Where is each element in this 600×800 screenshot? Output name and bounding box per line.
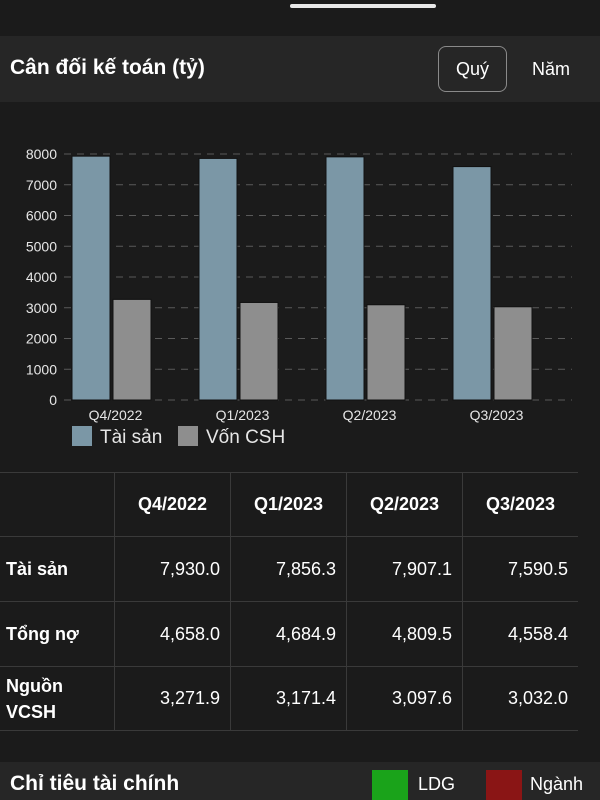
- table-corner: [0, 473, 114, 536]
- table-cell: 7,856.3: [230, 537, 346, 601]
- table-cell: 7,590.5: [462, 537, 578, 601]
- column-header: Q2/2023: [346, 473, 462, 536]
- table-cell: 4,558.4: [462, 602, 578, 666]
- section-title: Cân đối kế toán (tỷ): [10, 56, 205, 79]
- table-cell: 4,809.5: [346, 602, 462, 666]
- home-indicator: [290, 4, 436, 8]
- table-row: Tài sản 7,930.0 7,856.3 7,907.1 7,590.5: [0, 536, 578, 601]
- top-strip: [0, 0, 600, 36]
- bar-von-csh: [239, 301, 279, 401]
- period-quarter-button[interactable]: Quý: [438, 46, 507, 92]
- legend-label: Vốn CSH: [206, 427, 285, 448]
- row-label: Tổng nợ: [6, 624, 79, 644]
- row-label: Nguồn VCSH: [6, 675, 63, 722]
- x-tick-label: Q2/2023: [343, 407, 397, 423]
- table-cell: 3,171.4: [230, 667, 346, 730]
- legend-swatch: [178, 426, 198, 446]
- column-header: Q1/2023: [230, 473, 346, 536]
- legend-label-ldg: LDG: [418, 774, 456, 794]
- column-header: Q4/2022: [114, 473, 230, 536]
- bar-von-csh: [366, 304, 406, 401]
- x-tick-label: Q1/2023: [216, 407, 270, 423]
- legend-label-industry: Ngành: [530, 774, 584, 794]
- table-cell: 7,930.0: [114, 537, 230, 601]
- bar-tai-san: [325, 156, 365, 401]
- table-header-row: Q4/2022 Q1/2023 Q2/2023 Q3/2023: [0, 472, 578, 536]
- y-tick-label: 1000: [26, 361, 57, 377]
- balance-chart: 0 1000 2000 3000 4000 5000 6000 7000 8000 Q4/2022…: [0, 102, 600, 470]
- legend-swatch-industry: [486, 770, 522, 800]
- bar-tai-san: [198, 157, 238, 401]
- column-header: Q3/2023: [462, 473, 578, 536]
- bar-von-csh: [112, 298, 152, 401]
- y-tick-label: 5000: [26, 238, 57, 254]
- y-tick-label: 7000: [26, 177, 57, 193]
- x-tick-label: Q3/2023: [470, 407, 524, 423]
- y-tick-label: 2000: [26, 331, 57, 347]
- legend-swatch-ldg: [372, 770, 408, 800]
- y-tick-label: 8000: [26, 146, 57, 162]
- section-title: Chỉ tiêu tài chính: [10, 772, 180, 795]
- legend-swatch: [72, 426, 92, 446]
- balance-sheet-header: Cân đối kế toán (tỷ) Quý Năm: [0, 36, 600, 102]
- table-cell: 4,658.0: [114, 602, 230, 666]
- legend-label: Tài sản: [100, 427, 162, 448]
- table-row: Nguồn VCSH 3,271.9 3,171.4 3,097.6 3,032…: [0, 666, 578, 731]
- table-row: Tổng nợ 4,658.0 4,684.9 4,809.5 4,558.4: [0, 601, 578, 666]
- bar-chart-svg: 0 1000 2000 3000 4000 5000 6000 7000 8000 Q4/2022…: [26, 146, 572, 448]
- y-tick-label: 0: [49, 392, 57, 408]
- x-tick-label: Q4/2022: [89, 407, 143, 423]
- table-cell: 3,271.9: [114, 667, 230, 730]
- balance-table: Q4/2022 Q1/2023 Q2/2023 Q3/2023 Tài sản …: [0, 472, 578, 731]
- financial-indicators-header: Chỉ tiêu tài chính LDG Ngành: [0, 762, 600, 800]
- table-cell: 7,907.1: [346, 537, 462, 601]
- bar-tai-san: [452, 166, 492, 401]
- y-tick-label: 6000: [26, 208, 57, 224]
- table-cell: 4,684.9: [230, 602, 346, 666]
- period-year-button[interactable]: Năm: [531, 58, 570, 79]
- row-label: Tài sản: [6, 559, 69, 579]
- bar-tai-san: [71, 155, 111, 401]
- y-tick-label: 4000: [26, 269, 57, 285]
- table-cell: 3,032.0: [462, 667, 578, 730]
- table-cell: 3,097.6: [346, 667, 462, 730]
- y-tick-label: 3000: [26, 300, 57, 316]
- bar-von-csh: [493, 306, 533, 401]
